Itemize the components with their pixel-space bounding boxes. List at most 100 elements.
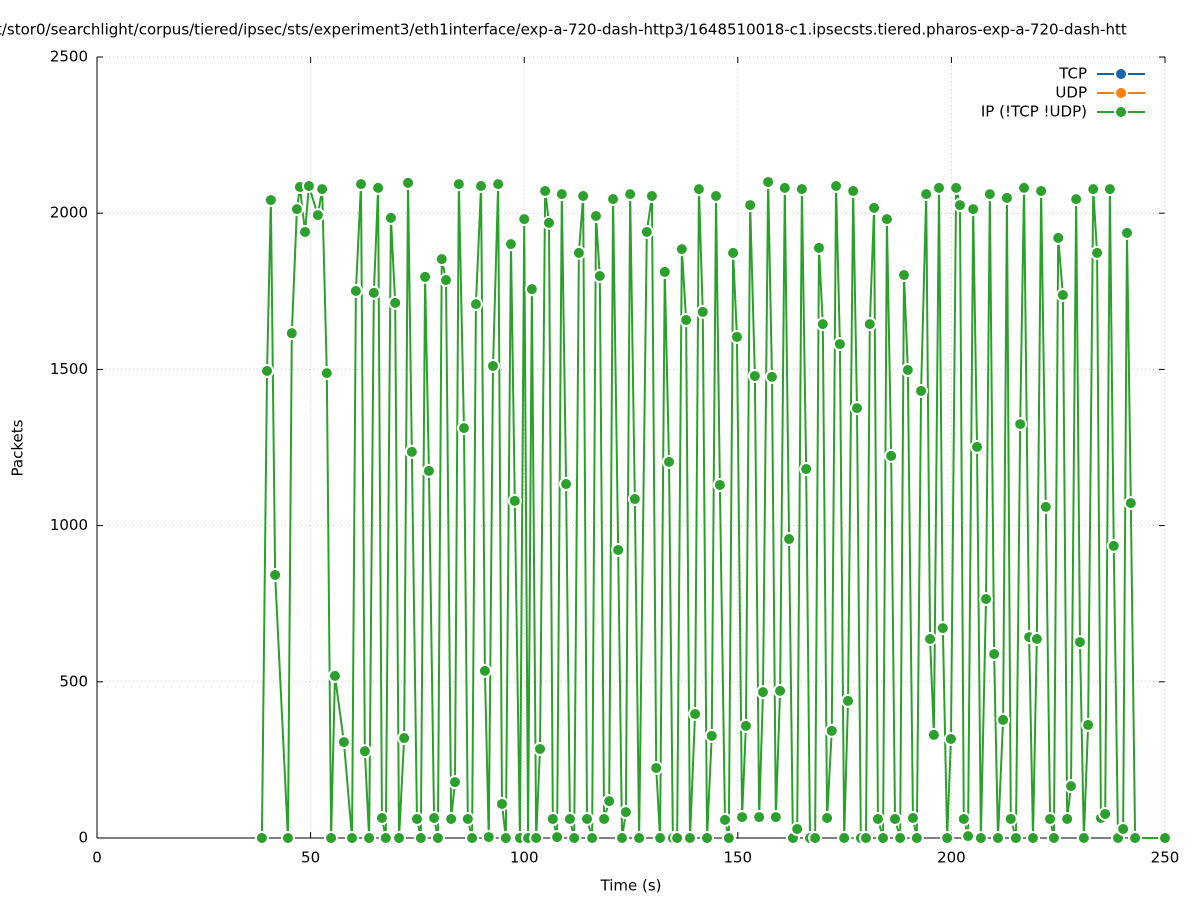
point	[468, 297, 483, 312]
point	[1098, 806, 1113, 821]
point	[952, 198, 967, 213]
legend-marker	[1114, 105, 1128, 119]
point	[421, 463, 436, 478]
point	[919, 187, 934, 202]
point	[1025, 831, 1040, 845]
point	[444, 811, 459, 826]
point	[799, 462, 814, 477]
point	[354, 177, 369, 192]
point	[260, 363, 275, 378]
point	[507, 493, 522, 508]
point	[982, 187, 997, 202]
point	[289, 202, 304, 217]
point	[811, 240, 826, 255]
point	[970, 439, 985, 454]
point	[923, 632, 938, 647]
point	[592, 268, 607, 283]
point	[374, 811, 389, 826]
point	[1076, 831, 1091, 845]
point	[280, 831, 295, 845]
point	[632, 831, 647, 845]
y-tick-label: 500	[59, 672, 88, 690]
chart-title: t/stor0/searchlight/corpus/tiered/ipsec/…	[0, 21, 1127, 39]
point	[743, 198, 758, 213]
point	[870, 811, 885, 826]
point	[1119, 225, 1134, 240]
point	[752, 810, 767, 825]
point	[662, 454, 677, 469]
point	[940, 831, 955, 845]
point	[729, 329, 744, 344]
point	[649, 761, 664, 776]
point	[447, 775, 462, 790]
point	[849, 401, 864, 416]
point	[529, 831, 544, 845]
point	[657, 264, 672, 279]
point	[712, 477, 727, 492]
point	[949, 180, 964, 195]
point	[794, 182, 809, 197]
point	[524, 282, 539, 297]
point	[896, 268, 911, 283]
point	[990, 831, 1005, 845]
point	[571, 245, 586, 260]
point	[973, 831, 988, 845]
point	[418, 269, 433, 284]
point	[721, 831, 736, 845]
series-line	[260, 181, 1165, 842]
point	[790, 821, 805, 836]
point	[876, 831, 891, 845]
point	[815, 317, 830, 332]
point	[413, 831, 428, 845]
y-tick-label: 1000	[50, 516, 88, 534]
point	[371, 180, 386, 195]
point	[388, 295, 403, 310]
point	[588, 209, 603, 224]
point	[761, 174, 776, 189]
point	[366, 285, 381, 300]
point	[1069, 192, 1084, 207]
y-tick-label: 0	[78, 829, 88, 847]
point	[979, 592, 994, 607]
point	[829, 179, 844, 194]
x-axis-label: Time (s)	[600, 877, 662, 895]
point	[644, 189, 659, 204]
point	[1086, 182, 1101, 197]
point	[735, 810, 750, 825]
point	[808, 831, 823, 845]
point	[999, 190, 1014, 205]
point	[579, 811, 594, 826]
point	[695, 304, 710, 319]
point	[1123, 496, 1138, 511]
point	[688, 706, 703, 721]
point	[404, 444, 419, 459]
point	[1051, 230, 1066, 245]
x-tick-label: 150	[723, 849, 752, 867]
y-tick-label: 2000	[50, 204, 88, 222]
point	[319, 366, 334, 381]
point	[550, 830, 565, 845]
point	[451, 177, 466, 192]
point	[554, 187, 569, 202]
point	[1034, 184, 1049, 199]
legend-marker	[1114, 67, 1128, 81]
y-tick-label: 2500	[50, 48, 88, 66]
point	[679, 313, 694, 328]
point	[538, 184, 553, 199]
point	[1106, 538, 1121, 553]
point	[533, 741, 548, 756]
point	[474, 179, 489, 194]
point	[1046, 831, 1061, 845]
point	[764, 369, 779, 384]
point	[498, 831, 513, 845]
point	[653, 831, 668, 845]
point	[691, 182, 706, 197]
point	[606, 192, 621, 207]
point	[782, 532, 797, 547]
point	[926, 727, 941, 742]
point	[1013, 417, 1028, 432]
point	[879, 212, 894, 227]
point	[434, 252, 449, 267]
point	[602, 794, 617, 809]
y-tick-label: 1500	[50, 360, 88, 378]
